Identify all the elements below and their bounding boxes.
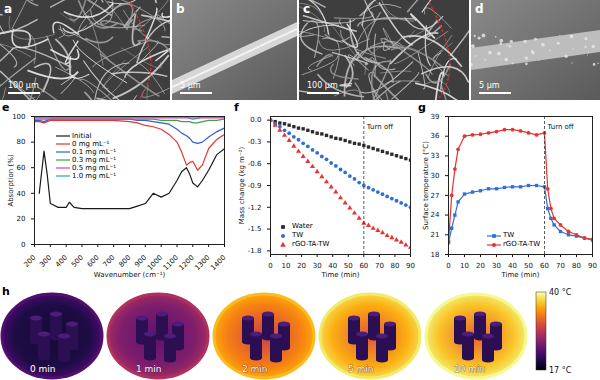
svg-text:c: c (303, 2, 310, 16)
svg-text:Time (min): Time (min) (500, 271, 539, 279)
html-text:e: e (2, 101, 10, 114)
svg-text:Wavenumber (cm⁻¹): Wavenumber (cm⁻¹) (94, 271, 166, 279)
svg-text:200: 200 (22, 254, 37, 269)
html-text:0.1 mg mL⁻¹: 0.1 mg mL⁻¹ (72, 148, 117, 156)
html-text:Initial: Initial (72, 132, 92, 140)
svg-text:1000: 1000 (146, 254, 164, 272)
html-text:1.0 mg mL⁻¹: 1.0 mg mL⁻¹ (72, 172, 117, 180)
svg-text:100 µm: 100 µm (8, 81, 39, 90)
svg-text:1200: 1200 (178, 254, 196, 272)
html-text:rGO-TA-TW: rGO-TA-TW (292, 240, 330, 248)
svg-text:18: 18 (431, 251, 440, 259)
html-text:rGO-TA-TW: rGO-TA-TW (502, 240, 541, 248)
svg-text:60: 60 (17, 164, 26, 172)
svg-text:-1.8: -1.8 (248, 247, 262, 255)
svg-text:Turn off: Turn off (366, 123, 393, 131)
svg-text:20: 20 (476, 262, 485, 270)
svg-text:70: 70 (375, 262, 384, 270)
svg-text:40 °C: 40 °C (549, 288, 572, 297)
svg-text:40: 40 (17, 190, 26, 198)
svg-text:30: 30 (431, 172, 440, 180)
html-text:0.5 mg mL⁻¹: 0.5 mg mL⁻¹ (72, 164, 117, 172)
svg-text:21: 21 (431, 231, 440, 239)
svg-text:30: 30 (492, 262, 501, 270)
svg-text:40: 40 (328, 262, 337, 270)
svg-text:0: 0 (268, 262, 272, 270)
html-text:TW: TW (292, 231, 304, 239)
svg-text:Absorption (%): Absorption (%) (7, 154, 15, 206)
svg-text:10: 10 (460, 262, 469, 270)
svg-text:30: 30 (313, 262, 322, 270)
svg-text:1300: 1300 (193, 254, 211, 272)
svg-text:20: 20 (17, 215, 26, 223)
svg-text:60: 60 (359, 262, 368, 270)
svg-text:400: 400 (54, 254, 69, 269)
svg-text:80: 80 (572, 262, 581, 270)
svg-text:300: 300 (38, 254, 53, 269)
svg-text:600: 600 (86, 254, 101, 269)
svg-text:900: 900 (133, 253, 149, 269)
html-text:g: g (418, 101, 426, 114)
svg-text:5 µm: 5 µm (180, 81, 201, 90)
svg-text:Time (min): Time (min) (320, 271, 359, 279)
svg-text:0.0: 0.0 (250, 116, 261, 124)
svg-text:700: 700 (102, 254, 117, 269)
html-text:f: f (234, 101, 239, 114)
svg-text:27: 27 (431, 192, 440, 200)
svg-text:17 °C: 17 °C (549, 366, 572, 375)
svg-text:-0.6: -0.6 (248, 160, 262, 168)
html-text:TW: TW (502, 231, 515, 239)
svg-text:100 µm: 100 µm (307, 81, 338, 90)
svg-text:1400: 1400 (209, 254, 227, 272)
svg-text:10 min: 10 min (454, 364, 485, 374)
svg-text:90: 90 (588, 262, 597, 270)
svg-text:0: 0 (446, 262, 450, 270)
svg-text:h: h (2, 285, 10, 298)
html-text:0 mg mL⁻¹: 0 mg mL⁻¹ (72, 140, 110, 148)
svg-text:36: 36 (431, 132, 440, 140)
svg-text:0 min: 0 min (30, 364, 56, 374)
html-text:0.3 mg mL⁻¹: 0.3 mg mL⁻¹ (72, 156, 117, 164)
svg-text:2 min: 2 min (242, 364, 268, 374)
svg-text:50: 50 (524, 262, 533, 270)
svg-text:800: 800 (117, 254, 132, 269)
svg-text:a: a (4, 2, 12, 16)
svg-text:80: 80 (390, 262, 399, 270)
svg-text:39: 39 (431, 113, 440, 121)
svg-text:24: 24 (431, 211, 440, 219)
svg-text:b: b (176, 2, 185, 16)
svg-text:-1.5: -1.5 (248, 225, 262, 233)
svg-text:1 min: 1 min (136, 364, 162, 374)
html-text:Water: Water (292, 222, 313, 230)
svg-text:10: 10 (282, 262, 291, 270)
svg-text:-1.2: -1.2 (248, 204, 262, 212)
svg-text:Mass change (kg m⁻²): Mass change (kg m⁻²) (238, 147, 246, 225)
svg-text:5 min: 5 min (348, 364, 374, 374)
svg-text:50: 50 (344, 262, 353, 270)
svg-text:90: 90 (406, 262, 415, 270)
svg-text:33: 33 (431, 152, 440, 160)
svg-text:Surface temperature (°C): Surface temperature (°C) (422, 141, 430, 230)
svg-text:Turn off: Turn off (547, 123, 574, 131)
svg-text:80: 80 (17, 138, 26, 146)
svg-text:100: 100 (12, 113, 25, 121)
svg-text:1100: 1100 (162, 254, 180, 272)
svg-text:500: 500 (70, 254, 85, 269)
svg-text:-0.3: -0.3 (248, 138, 262, 146)
svg-text:0: 0 (21, 241, 25, 249)
svg-text:20: 20 (297, 262, 306, 270)
svg-text:40: 40 (508, 262, 517, 270)
svg-text:d: d (475, 2, 484, 16)
svg-text:70: 70 (556, 262, 565, 270)
svg-text:60: 60 (540, 262, 549, 270)
svg-text:5 µm: 5 µm (479, 81, 500, 90)
svg-text:-0.9: -0.9 (248, 182, 262, 190)
